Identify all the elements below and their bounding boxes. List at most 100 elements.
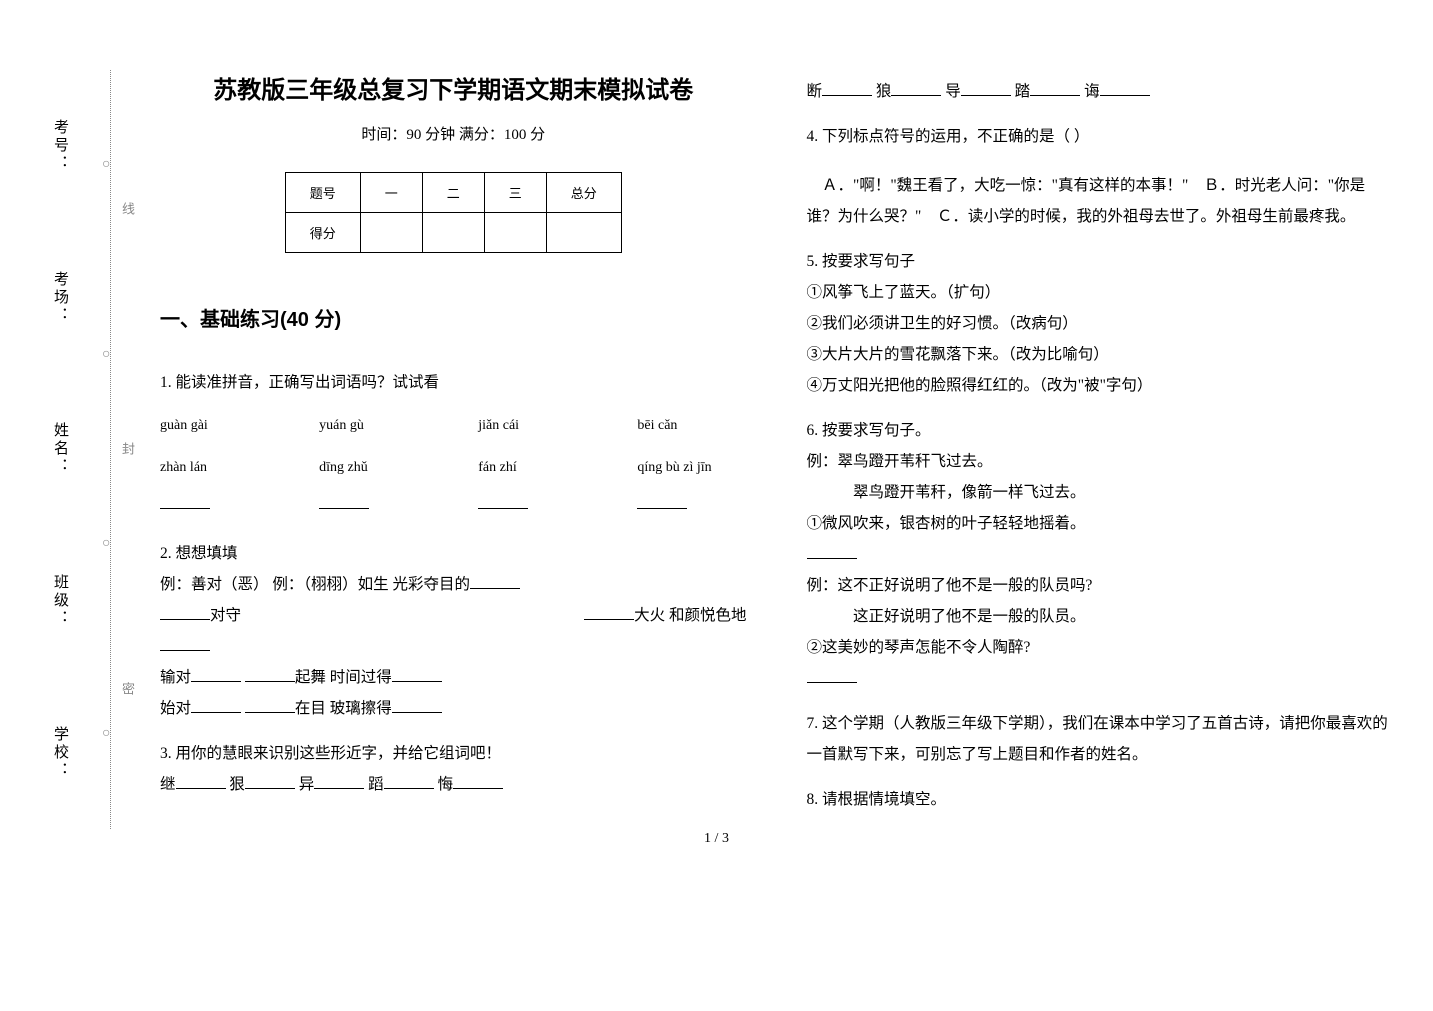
q8-stem: 8. 请根据情境填空。: [807, 784, 1394, 815]
pinyin-item: qíng bù zì jīn: [637, 454, 746, 482]
q6-ex1a: 例：翠鸟蹬开苇秆飞过去。: [807, 446, 1394, 477]
answer-blank: [160, 495, 210, 509]
answer-blank: [807, 668, 857, 684]
answer-blank: [384, 774, 434, 790]
q2-line4: 始对 在目 玻璃擦得: [160, 693, 747, 724]
q6: 6. 按要求写句子。 例：翠鸟蹬开苇秆飞过去。 翠鸟蹬开苇秆，像箭一样飞过去。 …: [807, 415, 1394, 694]
binding-margin: ○ ○ ○ ○ 考号： 考场： 姓名： 班级： 学校： 线 封 密: [40, 70, 160, 829]
binding-seg-mi: 密: [118, 682, 137, 697]
answer-blank: [822, 81, 872, 97]
answer-blank: [1030, 81, 1080, 97]
q3-char: 诲: [1084, 83, 1100, 100]
section-1-title: 一、基础练习(40 分): [160, 303, 747, 332]
answer-blank: [191, 698, 241, 714]
q8: 8. 请根据情境填空。: [807, 784, 1394, 815]
q3-row1: 继 狠 异 蹈 悔: [160, 769, 747, 800]
answer-blank: [1100, 81, 1150, 97]
answer-blank: [176, 774, 226, 790]
q2-text: 对守: [210, 607, 241, 624]
table-row: 题号 一 二 三 总分: [285, 173, 621, 213]
binding-circle-icon: ○: [102, 726, 110, 742]
answer-blank: [160, 605, 210, 621]
q3-char: 悔: [438, 776, 454, 793]
q3-char: 异: [299, 776, 315, 793]
q6-ex2b: 这正好说明了他不是一般的队员。: [807, 601, 1394, 632]
exam-meta: 时间：90 分钟 满分：100 分: [160, 123, 747, 144]
q3-char: 蹈: [368, 776, 384, 793]
q2-line1: 例：善对（恶） 例：（栩栩）如生 光彩夺目的: [160, 569, 747, 600]
binding-circle-icon: ○: [102, 536, 110, 552]
answer-blank: [961, 81, 1011, 97]
answer-blank: [478, 495, 528, 509]
q2-text: 大火 和颜悦色地: [634, 607, 746, 624]
answer-blank: [245, 774, 295, 790]
q4-stem: 4. 下列标点符号的运用，不正确的是（ ）: [807, 121, 1394, 152]
answer-blank: [453, 774, 503, 790]
q6-ex1b: 翠鸟蹬开苇秆，像箭一样飞过去。: [807, 477, 1394, 508]
column-right: 断 狼 导 踏 诲 4. 下列标点符号的运用，不正确的是（ ） Ａ．"啊！"魏王…: [807, 70, 1394, 829]
score-header: 题号: [285, 173, 360, 213]
page-number: 1 / 3: [704, 831, 729, 847]
binding-label-school: 学校：: [50, 726, 71, 780]
q6-stem: 6. 按要求写句子。: [807, 415, 1394, 446]
pinyin-item: fán zhí: [478, 454, 587, 482]
pinyin-item: jiǎn cái: [478, 412, 587, 440]
q3-char: 断: [807, 83, 823, 100]
binding-label-examno: 考号：: [50, 119, 71, 173]
score-cell: [422, 213, 484, 253]
score-header: 二: [422, 173, 484, 213]
pinyin-item: zhàn lán: [160, 454, 269, 482]
q4: 4. 下列标点符号的运用，不正确的是（ ） Ａ．"啊！"魏王看了，大吃一惊："真…: [807, 121, 1394, 232]
q2-line3: 输对 起舞 时间过得: [160, 662, 747, 693]
q2-line2: 对守 大火 和颜悦色地: [160, 600, 747, 631]
content-area: 苏教版三年级总复习下学期语文期末模拟试卷 时间：90 分钟 满分：100 分 题…: [160, 70, 1393, 829]
blank-row: [160, 492, 747, 520]
q2-text: 输对: [160, 669, 191, 686]
q5-line1: ①风筝飞上了蓝天。（扩句）: [807, 277, 1394, 308]
q3-char: 导: [945, 83, 961, 100]
answer-blank: [891, 81, 941, 97]
score-cell: [360, 213, 422, 253]
answer-blank: [584, 605, 634, 621]
q5-stem: 5. 按要求写句子: [807, 246, 1394, 277]
page: ○ ○ ○ ○ 考号： 考场： 姓名： 班级： 学校： 线 封 密 苏教版三年级…: [0, 0, 1433, 859]
pinyin-item: bēi cǎn: [637, 412, 746, 440]
q7-stem: 7. 这个学期（人教版三年级下学期），我们在课本中学习了五首古诗，请把你最喜欢的…: [807, 708, 1394, 770]
pinyin-row-1: guàn gài yuán gù jiǎn cái bēi cǎn: [160, 412, 747, 440]
pinyin-item: dīng zhǔ: [319, 454, 428, 482]
score-header: 三: [484, 173, 546, 213]
score-cell: [484, 213, 546, 253]
q2-text: 始对: [160, 700, 191, 717]
answer-blank: [191, 667, 241, 683]
binding-label-room: 考场：: [50, 271, 71, 325]
q3-char: 踏: [1015, 83, 1031, 100]
q2-line-blank: [160, 631, 747, 662]
table-row: 得分: [285, 213, 621, 253]
q6-line2: ②这美妙的琴声怎能不令人陶醉?: [807, 632, 1394, 663]
binding-circle-icon: ○: [102, 157, 110, 173]
q3-row2: 断 狼 导 踏 诲: [807, 76, 1394, 107]
score-row-label: 得分: [285, 213, 360, 253]
pinyin-item: guàn gài: [160, 412, 269, 440]
q2-text: 例：善对（恶） 例：（栩栩）如生 光彩夺目的: [160, 576, 470, 593]
q5-line3: ③大片大片的雪花飘落下来。（改为比喻句）: [807, 339, 1394, 370]
pinyin-row-2: zhàn lán dīng zhǔ fán zhí qíng bù zì jīn: [160, 454, 747, 482]
q5-line2: ②我们必须讲卫生的好习惯。（改病句）: [807, 308, 1394, 339]
q6-blank2: [807, 663, 1394, 694]
answer-blank: [637, 495, 687, 509]
exam-title: 苏教版三年级总复习下学期语文期末模拟试卷: [160, 70, 747, 105]
answer-blank: [392, 667, 442, 683]
q7: 7. 这个学期（人教版三年级下学期），我们在课本中学习了五首古诗，请把你最喜欢的…: [807, 708, 1394, 770]
answer-blank: [319, 495, 369, 509]
q3-char: 继: [160, 776, 176, 793]
binding-seg-xian: 线: [118, 202, 137, 217]
q3-row2-wrap: 断 狼 导 踏 诲: [807, 76, 1394, 107]
q1: 1. 能读准拼音，正确写出词语吗？试试看 guàn gài yuán gù ji…: [160, 367, 747, 520]
score-table: 题号 一 二 三 总分 得分: [285, 172, 622, 253]
answer-blank: [807, 544, 857, 560]
score-header: 总分: [546, 173, 621, 213]
answer-blank: [314, 774, 364, 790]
binding-circles: ○ ○ ○ ○: [102, 70, 110, 829]
score-cell: [546, 213, 621, 253]
q5: 5. 按要求写句子 ①风筝飞上了蓝天。（扩句） ②我们必须讲卫生的好习惯。（改病…: [807, 246, 1394, 401]
